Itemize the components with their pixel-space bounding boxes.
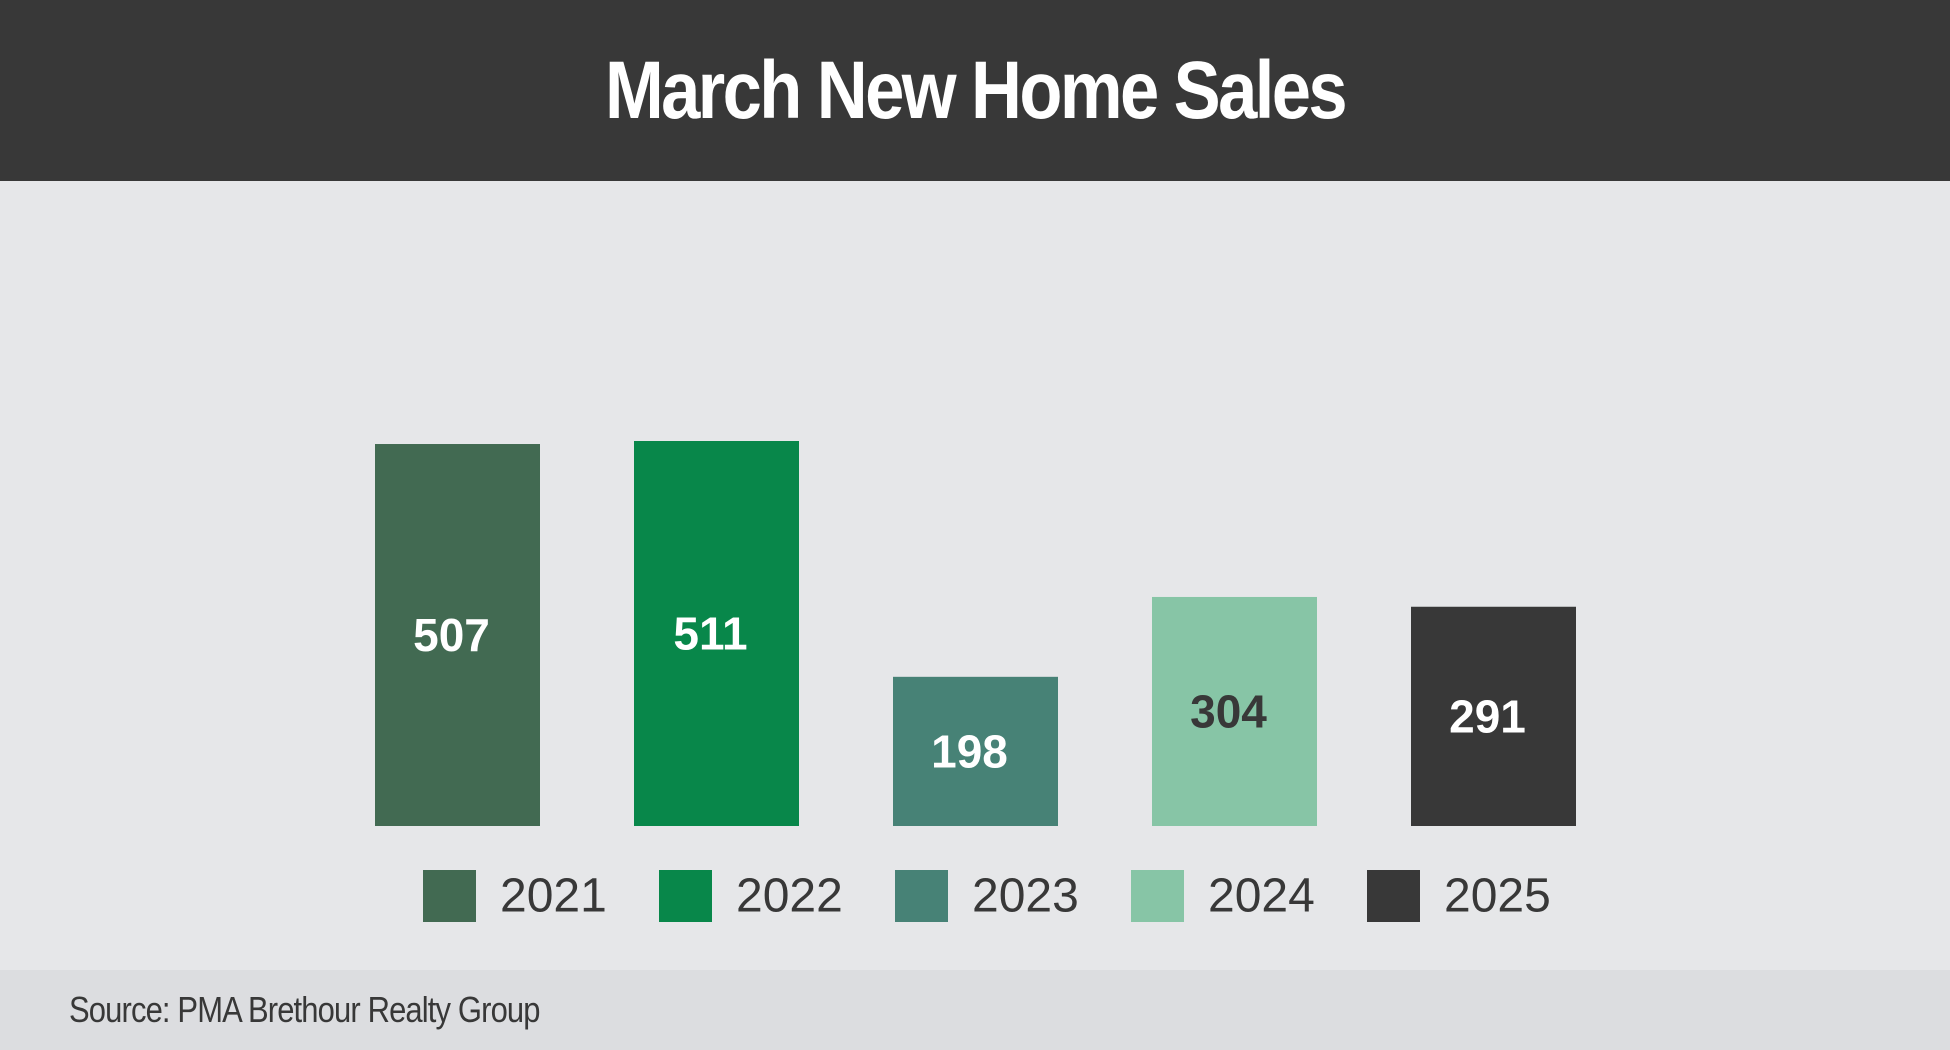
bars	[375, 441, 1576, 826]
legend-swatch-2021	[423, 870, 476, 922]
legend-label-2025: 2025	[1444, 870, 1551, 923]
legend: 2021 2022 2023 2024 2025	[423, 870, 1551, 923]
bar-value-label-2025: 291	[1449, 690, 1526, 742]
bar-2024	[1152, 596, 1317, 826]
bar-value-labels: 507 511 198 304 291	[413, 608, 1526, 778]
legend-label-2022: 2022	[736, 870, 843, 923]
bar-value-label-2023: 198	[931, 725, 1008, 777]
bar-2023	[893, 676, 1058, 826]
legend-swatch-2022	[659, 870, 712, 922]
bar-2025	[1411, 606, 1576, 826]
legend-label-2021: 2021	[500, 870, 607, 923]
source-note: Source: PMA Brethour Realty Group	[69, 989, 541, 1030]
bar-value-label-2022: 511	[673, 608, 747, 660]
bar-value-label-2021: 507	[413, 609, 490, 661]
bar-value-label-2024: 304	[1190, 685, 1267, 737]
legend-swatch-2023	[895, 870, 948, 922]
legend-label-2024: 2024	[1208, 870, 1315, 923]
title-banner	[0, 0, 1950, 181]
legend-label-2023: 2023	[972, 870, 1079, 923]
bar-2021	[375, 444, 540, 826]
bar-chart: 507 511 198 304 291 2021 2022 2023 2024 2025	[375, 441, 1576, 923]
source-footer	[0, 970, 1950, 1050]
chart-title: March New Home Sales	[604, 45, 1348, 136]
legend-swatch-2025	[1367, 870, 1420, 922]
bar-2022	[634, 441, 799, 826]
legend-swatch-2024	[1131, 870, 1184, 922]
